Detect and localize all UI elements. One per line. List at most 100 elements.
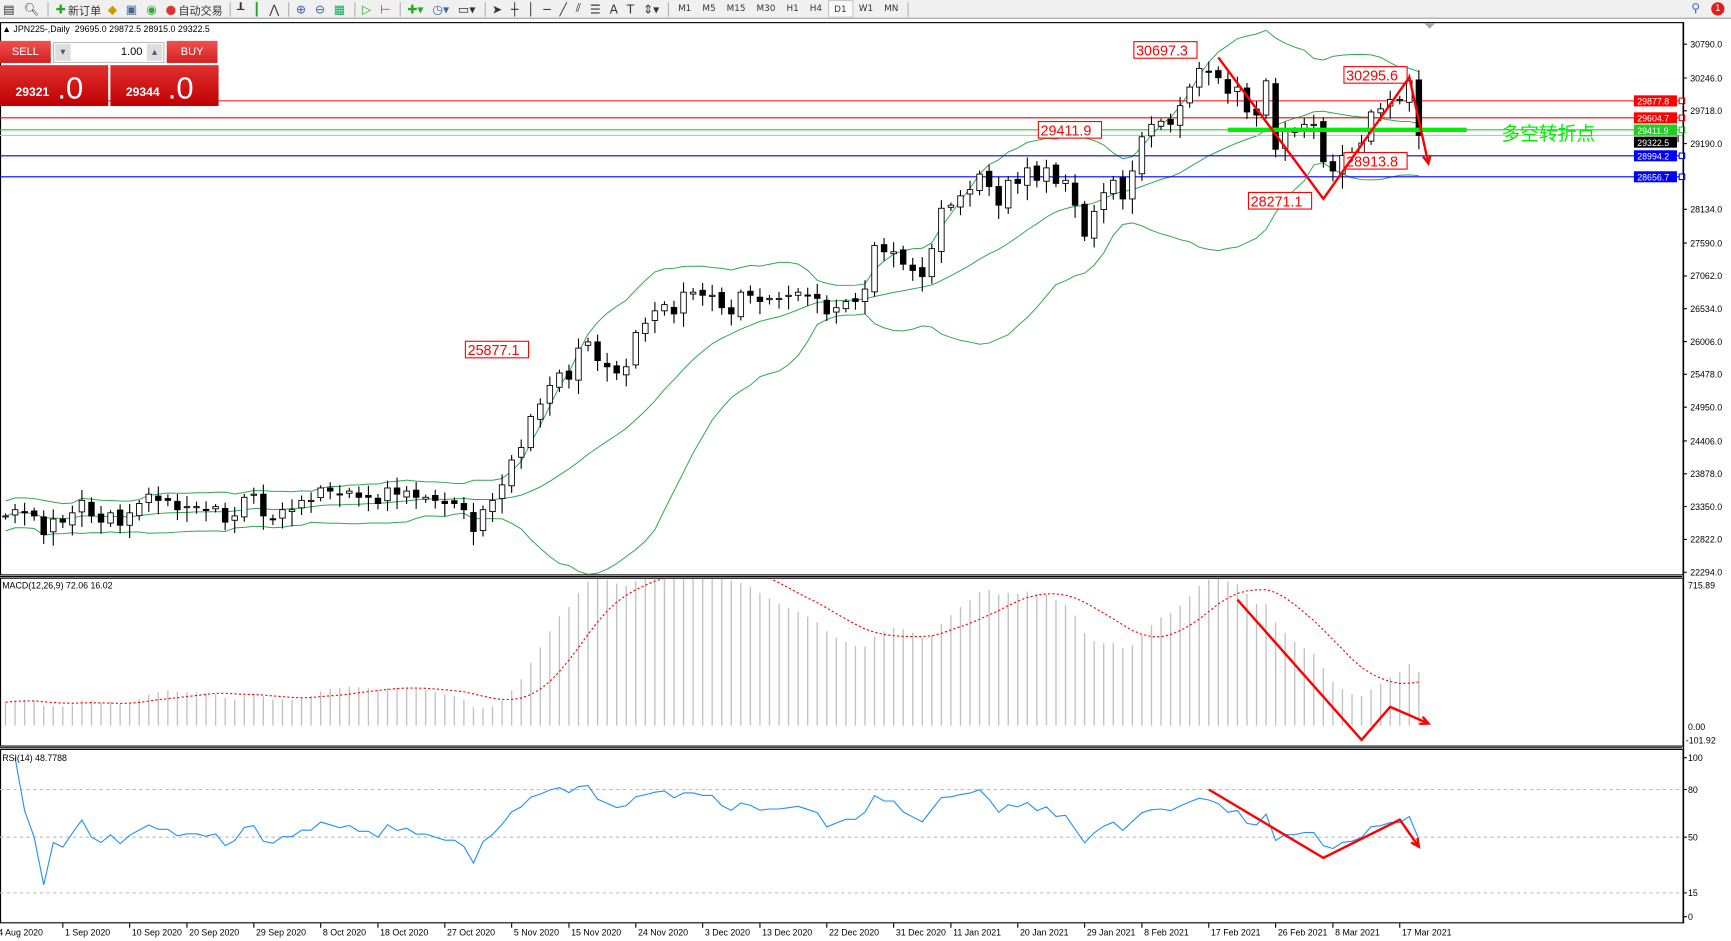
candle <box>794 288 802 302</box>
vertical-line-button[interactable]: │ <box>524 1 540 18</box>
auto-trading-button[interactable]: ● 自动交易 <box>162 1 226 18</box>
vertical-line-icon: │ <box>527 1 535 17</box>
date-tick-label: 20 Jan 2021 <box>1020 928 1069 938</box>
notification-icon[interactable]: 1 <box>1711 1 1725 15</box>
bearish-candle-body <box>1081 203 1088 237</box>
zoom-button[interactable]: 🔍︎ <box>20 1 44 18</box>
new-chart-button[interactable]: ▤ <box>0 1 20 18</box>
bullish-candle-body <box>1148 123 1155 137</box>
sell-button[interactable]: SELL <box>0 40 51 63</box>
candle <box>30 507 38 521</box>
separator <box>354 1 356 17</box>
horizontal-line-icon: ─ <box>543 1 551 17</box>
bearish-candle-body <box>374 497 382 504</box>
arrows-button[interactable]: ⇕▾ <box>640 1 665 18</box>
bullish-candle-body <box>1138 136 1146 175</box>
bullish-candle-body <box>250 493 258 496</box>
candle <box>451 497 458 509</box>
candle <box>21 502 28 526</box>
rsi-tick-label: 0 <box>1688 912 1693 922</box>
date-tick-label: 10 Sep 2020 <box>132 928 182 938</box>
timeframe-h1[interactable]: H1 <box>786 2 799 13</box>
candle <box>1215 66 1222 84</box>
search-icon[interactable]: ⚲ <box>1691 1 1701 16</box>
timeframe-m30[interactable]: M30 <box>756 2 776 13</box>
text-label-icon: T <box>626 1 635 17</box>
bearish-candle-body <box>30 510 38 517</box>
horizontal-line-button[interactable]: ─ <box>540 1 556 18</box>
candle <box>1014 172 1021 194</box>
sell-price-button[interactable]: 29321 .0 <box>0 65 109 107</box>
signals-button[interactable]: ▣ <box>123 1 143 18</box>
candle <box>355 486 363 507</box>
buy-price-button[interactable]: 29344 .0 <box>110 65 219 107</box>
lot-increase-button[interactable]: ▲ <box>146 44 163 61</box>
candle <box>976 170 983 196</box>
candle <box>126 503 133 538</box>
candle <box>890 242 897 268</box>
indicators-button[interactable]: ✚▾ <box>404 1 429 18</box>
price-tick-label: 28134.0 <box>1690 205 1722 215</box>
bullish-candle-body <box>584 341 592 346</box>
tile-windows-button[interactable]: ▦ <box>331 1 351 18</box>
text-label-button[interactable]: T <box>623 1 639 18</box>
timeframe-h4[interactable]: H4 <box>809 2 823 13</box>
timeframe-d1[interactable]: D1 <box>827 0 854 18</box>
bearish-candle-body <box>21 511 28 514</box>
timeframe-mn[interactable]: MN <box>884 2 899 13</box>
level-handle <box>1678 97 1686 105</box>
zoom-in-button[interactable]: ⊕ <box>293 1 312 18</box>
chart-shift-button[interactable]: ⊢ <box>377 1 396 18</box>
line-chart-button[interactable]: ⋀ <box>266 1 285 18</box>
lot-decrease-button[interactable]: ▼ <box>55 44 71 61</box>
bullish-candle-body <box>11 509 19 516</box>
bullish-candle-body <box>479 509 487 531</box>
trendline-button[interactable]: ╱ <box>556 1 572 18</box>
candle <box>365 485 372 512</box>
bearish-candle-body <box>1033 165 1041 181</box>
metaeditor-button[interactable]: ◆ <box>104 1 122 18</box>
date-tick-label: 8 Oct 2020 <box>323 928 366 938</box>
price-annotation-box <box>1343 151 1408 170</box>
cursor-button[interactable]: ➤ <box>489 1 508 18</box>
text-button[interactable]: A <box>606 1 623 18</box>
price-annotation-box <box>1247 191 1313 210</box>
equidistant-channel-button[interactable]: ⫽ <box>572 1 586 18</box>
macd-label: MACD(12,26,9) 72.06 16.02 <box>2 581 112 591</box>
indicators-icon: ✚▾ <box>407 1 424 17</box>
crosshair-button[interactable]: ┼ <box>508 1 524 18</box>
timeframe-m5[interactable]: M5 <box>702 2 716 13</box>
candle <box>1310 114 1318 140</box>
candle <box>260 484 267 530</box>
templates-button[interactable]: ▭▾ <box>455 1 481 18</box>
bearish-candle-body <box>40 516 47 536</box>
bullish-candle-body <box>737 291 745 318</box>
candlestick-button[interactable]: ┃ <box>250 1 266 18</box>
price-tick-label: 22822.0 <box>1690 535 1722 545</box>
price-annotation-label: 30295.6 <box>1346 68 1398 84</box>
zoom-out-button[interactable]: ⊖ <box>312 1 331 18</box>
bullish-candle-body <box>537 403 544 420</box>
rsi-trend-arrow-head-icon <box>1410 837 1421 850</box>
candle <box>642 317 649 342</box>
bearish-candle-body <box>365 494 372 498</box>
new-order-button[interactable]: ✚ 新订单 <box>52 1 104 18</box>
timeframe-m1[interactable]: M1 <box>678 2 692 13</box>
periods-button[interactable]: ◷▾ <box>429 1 455 18</box>
timeframe-m15[interactable]: M15 <box>726 2 746 13</box>
fibonacci-button[interactable]: ☰ <box>587 1 607 18</box>
lot-input[interactable] <box>71 44 143 60</box>
timeframe-bar: M1 M5 M15 M30 H1 H4 D1 W1 MN <box>673 0 904 18</box>
auto-scroll-button[interactable]: ▷ <box>359 1 377 18</box>
candle <box>1110 176 1117 200</box>
bearish-candle-body <box>441 500 449 504</box>
bullish-candle-body <box>966 189 974 195</box>
navigator-button[interactable]: ◉ <box>143 1 162 18</box>
bar-chart-button[interactable]: ┸ <box>234 1 250 18</box>
bullish-candle-body <box>556 372 563 388</box>
buy-button[interactable]: BUY <box>166 40 218 63</box>
bullish-candle-body <box>145 493 152 504</box>
macd-signal-line <box>5 578 1419 704</box>
timeframe-w1[interactable]: W1 <box>858 2 874 13</box>
